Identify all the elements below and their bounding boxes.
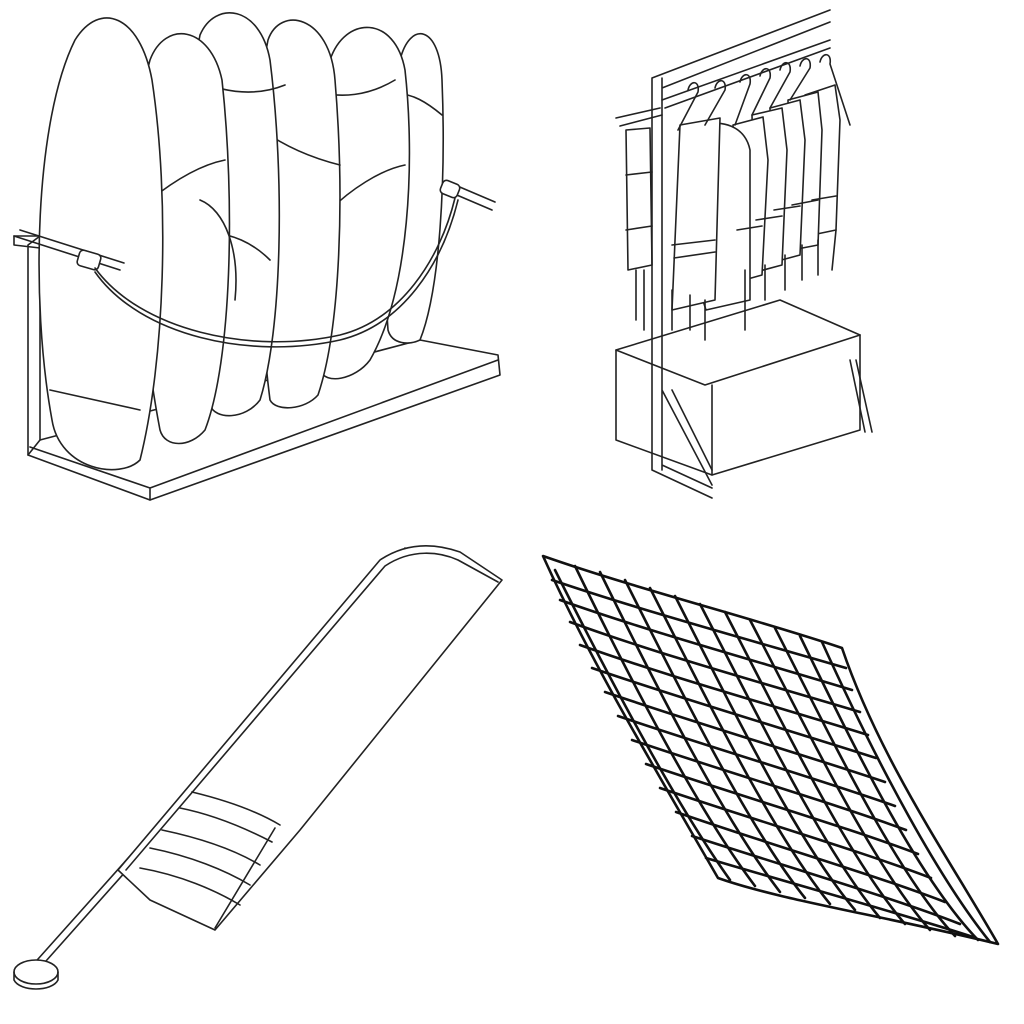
rod-clamp	[439, 179, 461, 199]
rod-clamp	[76, 249, 102, 271]
life-vest	[671, 117, 721, 311]
vest-rack-box	[615, 334, 861, 476]
net-border	[541, 554, 1000, 946]
surfboard-rack-icon	[13, 12, 501, 501]
rack-cable	[94, 199, 459, 348]
life-vest-straps	[671, 195, 837, 341]
surfboard-stripe	[49, 389, 141, 411]
net-strands	[550, 578, 978, 940]
flag-base	[13, 959, 59, 985]
life-vest	[625, 127, 653, 271]
life-vest-straps	[625, 171, 653, 331]
rack-base-edge	[29, 359, 499, 501]
vest-rack-frame	[651, 9, 831, 499]
net-icon	[541, 554, 1000, 946]
surfboard	[38, 17, 164, 471]
flag-stripes	[139, 791, 281, 929]
flag-banner-edge	[125, 552, 499, 871]
beach-flag-icon	[13, 545, 503, 990]
vest-rack-top-rail	[661, 39, 831, 109]
life-vest-rack-icon	[615, 9, 873, 499]
net-strands	[553, 564, 992, 944]
vest-rack-box-top	[615, 299, 861, 476]
vest-rack-leg	[849, 359, 873, 433]
vest-rack-side-rod	[615, 107, 663, 127]
flag-base-side	[13, 971, 59, 990]
rack-cable	[94, 197, 456, 343]
flag-banner	[117, 545, 503, 931]
rack-rod	[13, 181, 496, 271]
